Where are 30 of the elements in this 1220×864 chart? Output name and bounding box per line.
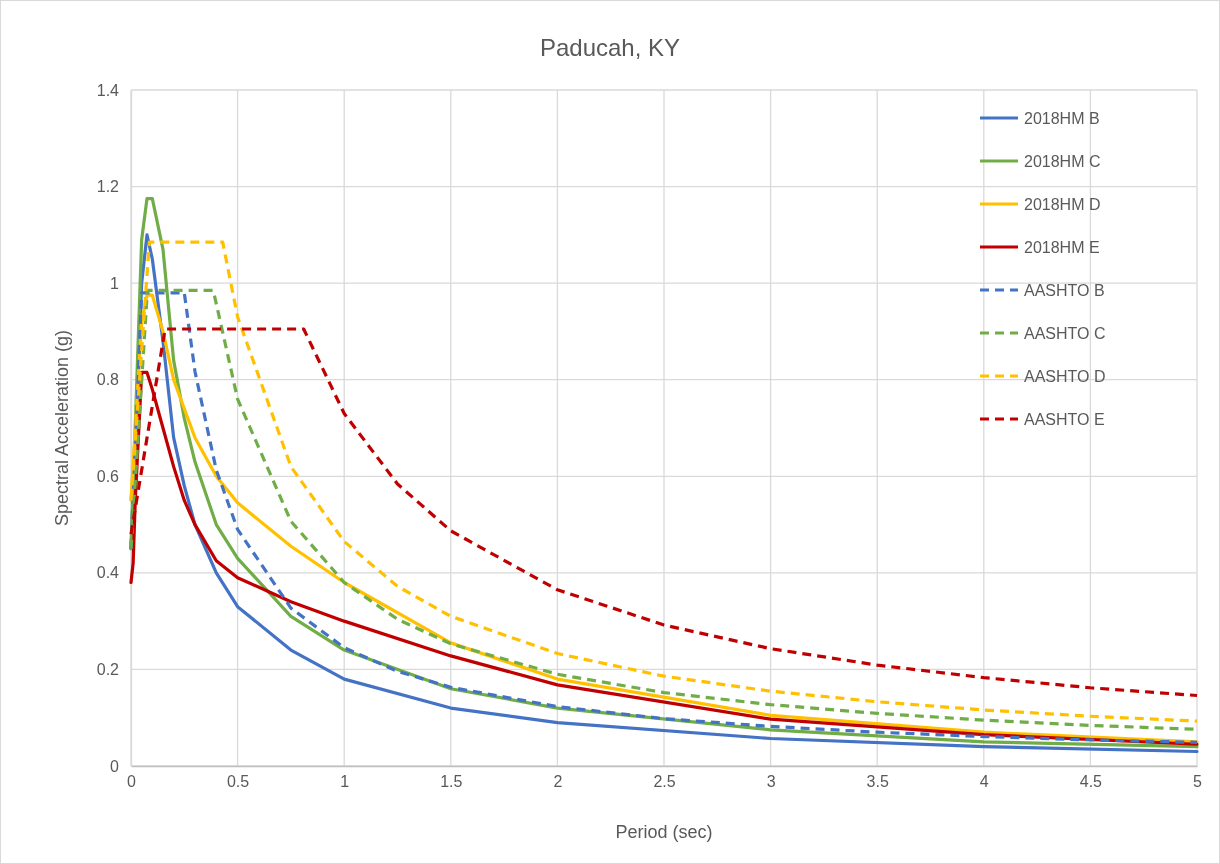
y-axis-title: Spectral Acceleration (g) bbox=[52, 329, 72, 527]
x-tick-label: 1.5 bbox=[440, 773, 463, 791]
y-tick-label: 0.6 bbox=[96, 467, 120, 485]
x-axis-title: Period (sec) bbox=[615, 822, 713, 842]
legend-label: AASHTO E bbox=[1024, 411, 1105, 428]
y-tick-label: 0.4 bbox=[96, 564, 120, 582]
y-tick-label: 1.4 bbox=[96, 81, 120, 99]
x-tick-label: 3.5 bbox=[866, 773, 889, 791]
y-tick-label: 0.2 bbox=[96, 661, 120, 679]
x-tick-label: 3 bbox=[766, 773, 776, 791]
legend-label: 2018HM D bbox=[1024, 196, 1101, 213]
y-tick-label: 0 bbox=[110, 757, 120, 775]
x-tick-label: 5 bbox=[1193, 773, 1203, 791]
legend-label: 2018HM E bbox=[1024, 239, 1100, 256]
legend-label: AASHTO D bbox=[1024, 368, 1106, 385]
x-tick-label: 0 bbox=[127, 773, 137, 791]
x-tick-label: 2.5 bbox=[653, 773, 676, 791]
x-tick-label: 2 bbox=[553, 773, 563, 791]
y-tick-label: 0.8 bbox=[96, 371, 120, 389]
legend-label: 2018HM C bbox=[1024, 153, 1101, 170]
y-tick-label: 1 bbox=[110, 274, 120, 292]
legend-label: AASHTO B bbox=[1024, 282, 1105, 299]
chart-title: Paducah, KY bbox=[539, 34, 681, 61]
x-tick-label: 0.5 bbox=[226, 773, 250, 791]
x-tick-label: 4 bbox=[979, 773, 989, 791]
legend-label: 2018HM B bbox=[1024, 110, 1100, 127]
y-tick-label: 1.2 bbox=[96, 178, 120, 196]
legend-label: AASHTO C bbox=[1024, 325, 1106, 342]
x-tick-label: 4.5 bbox=[1079, 773, 1103, 791]
x-tick-label: 1 bbox=[340, 773, 350, 791]
